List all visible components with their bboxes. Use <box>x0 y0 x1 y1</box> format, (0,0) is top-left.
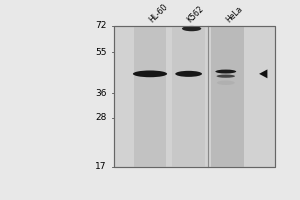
Bar <box>114 26 275 167</box>
Bar <box>114 26 275 167</box>
Ellipse shape <box>217 75 235 78</box>
Text: 36: 36 <box>95 89 107 98</box>
Bar <box>211 26 244 167</box>
Ellipse shape <box>133 70 167 77</box>
Bar <box>172 26 205 167</box>
Text: 55: 55 <box>95 48 107 57</box>
Ellipse shape <box>175 71 202 77</box>
Bar <box>134 26 166 167</box>
Ellipse shape <box>217 81 235 85</box>
Text: 28: 28 <box>95 113 107 122</box>
Text: 17: 17 <box>95 162 107 171</box>
Ellipse shape <box>182 26 201 31</box>
Ellipse shape <box>215 70 236 73</box>
Text: HL-60: HL-60 <box>147 2 169 24</box>
Polygon shape <box>259 69 267 78</box>
Text: 72: 72 <box>95 21 107 30</box>
Text: K562: K562 <box>186 4 206 24</box>
Text: HeLa: HeLa <box>224 4 244 24</box>
